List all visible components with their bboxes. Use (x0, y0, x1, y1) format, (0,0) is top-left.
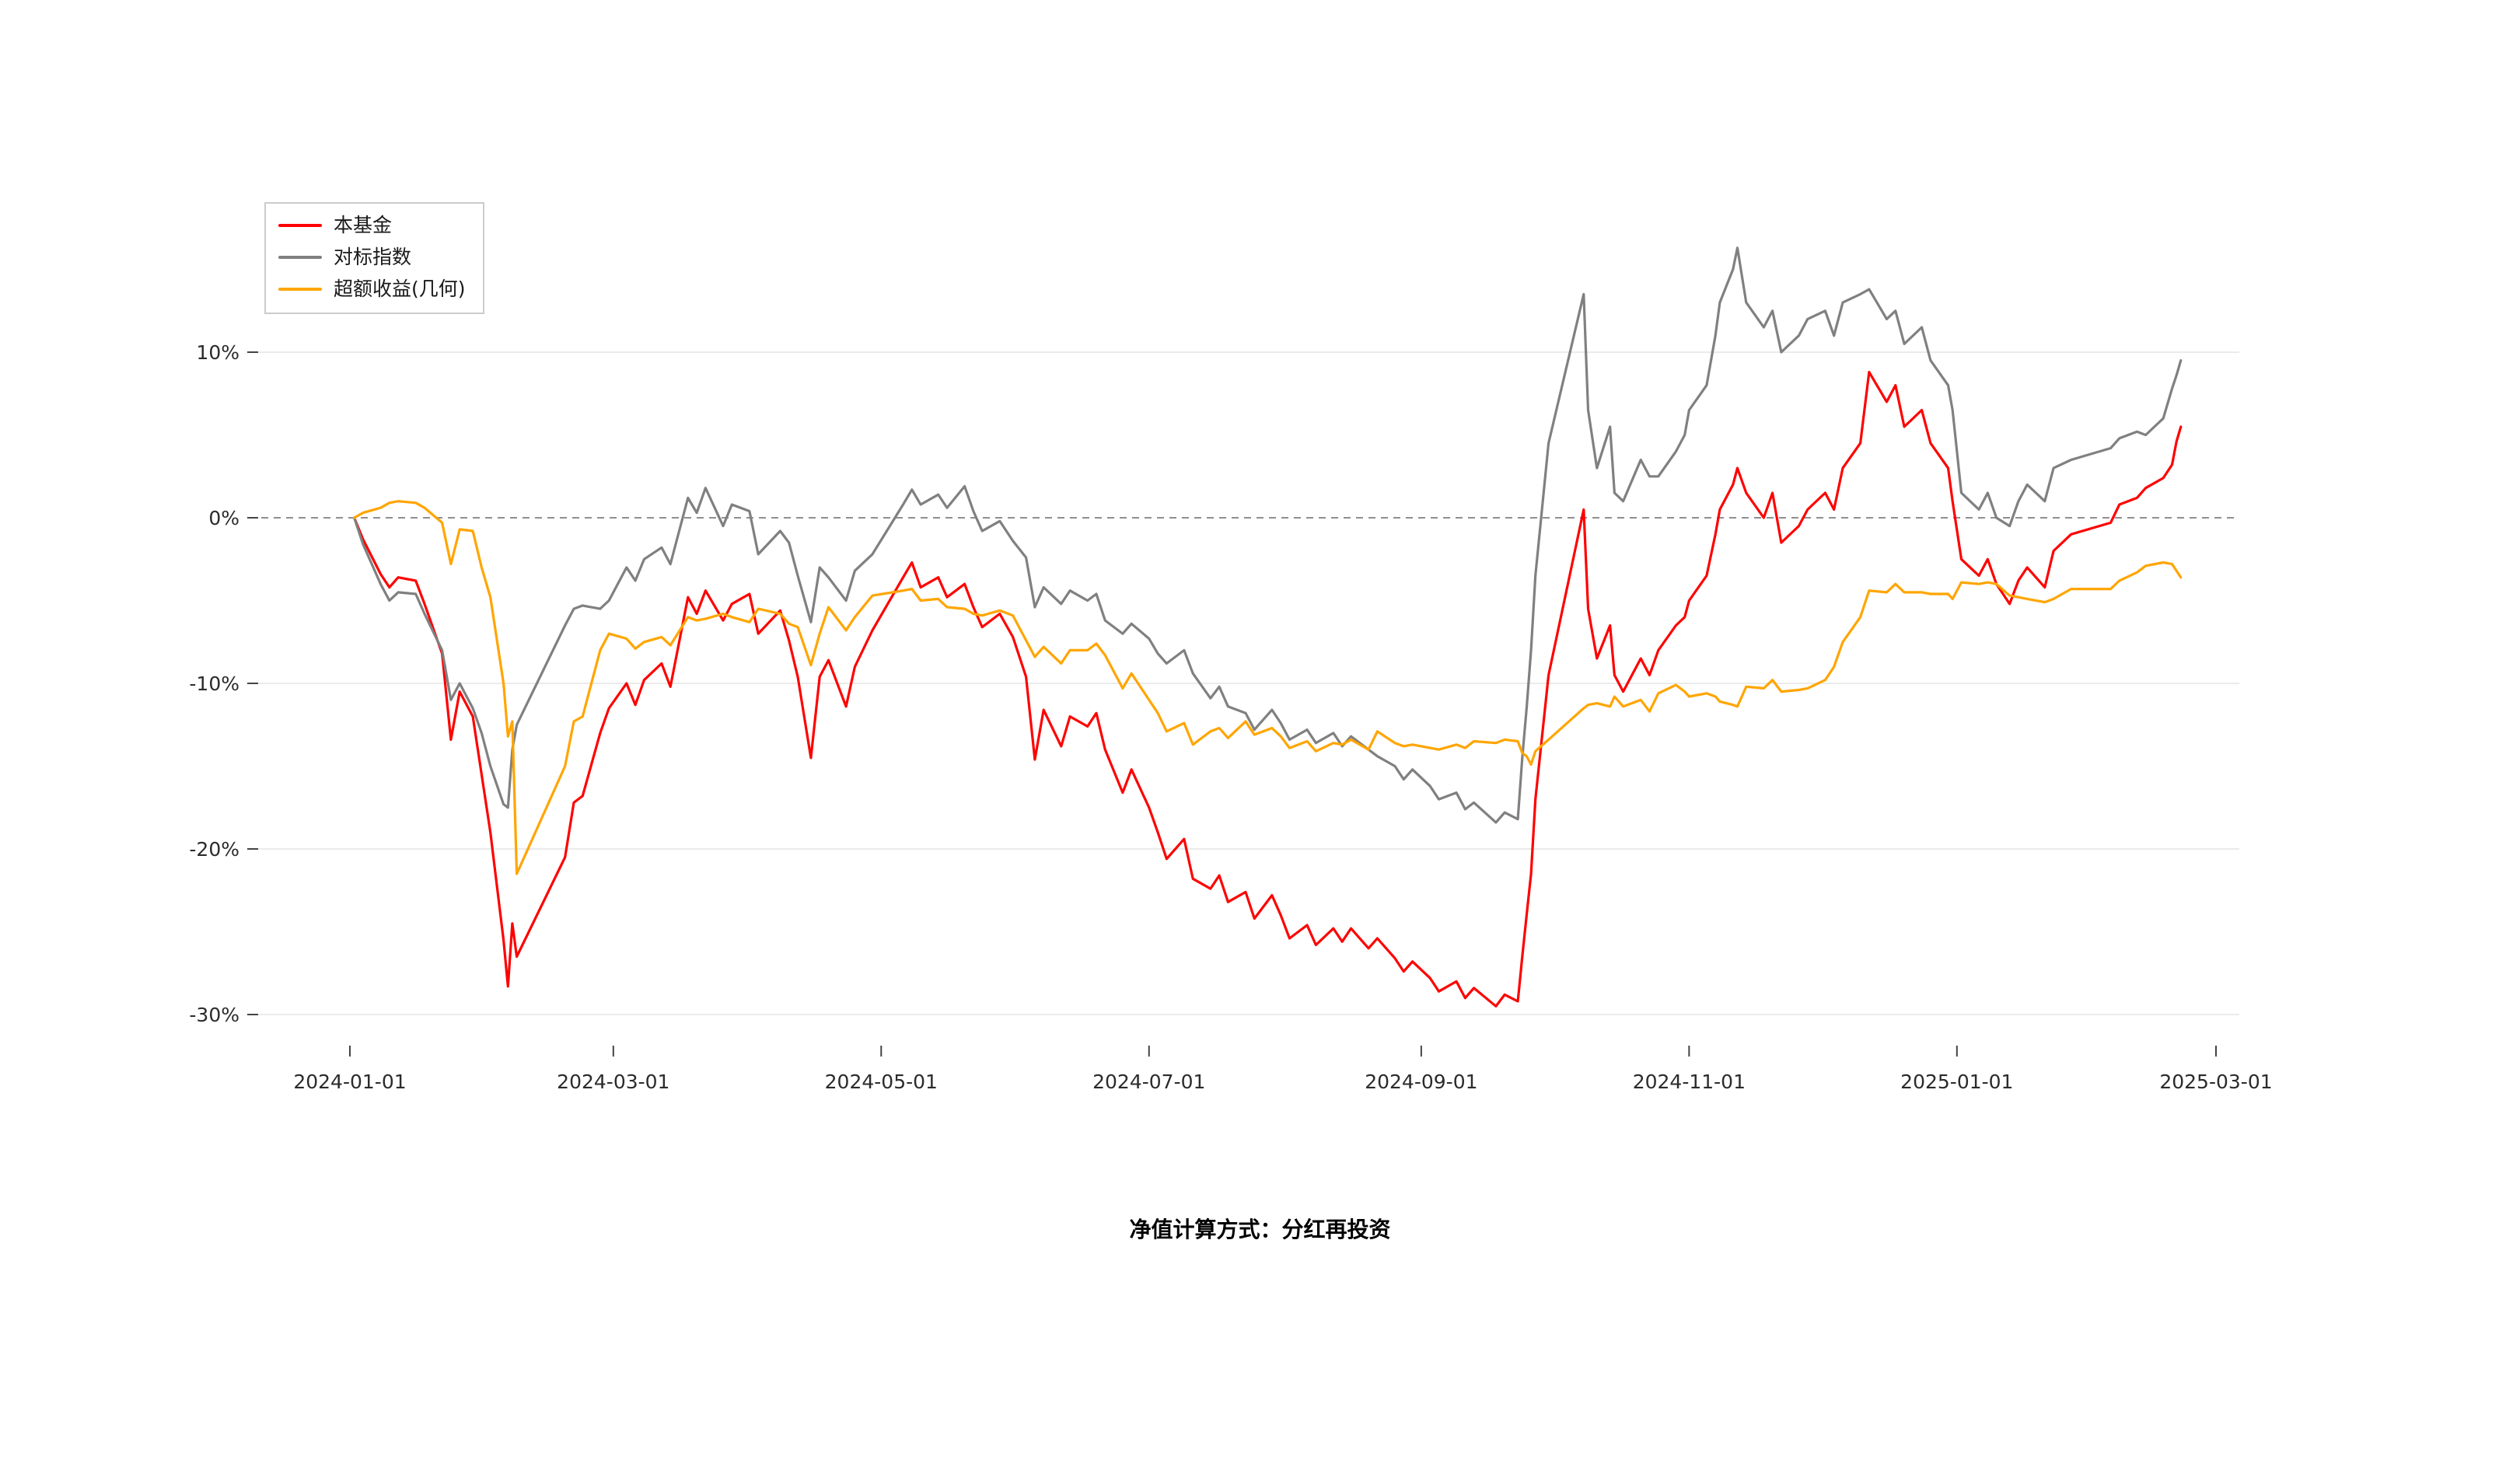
excess-return-line (353, 500, 2183, 875)
y-axis-tick-label: 0% (208, 507, 239, 529)
legend-item-excess-return: 超额收益(几何) (278, 277, 466, 302)
x-axis-tick-label: 2024-03-01 (557, 1071, 669, 1093)
benchmark-line-swatch (278, 256, 322, 259)
x-axis-tick-label: 2024-09-01 (1365, 1071, 1477, 1093)
x-axis-tick-label: 2024-01-01 (293, 1071, 406, 1093)
legend-item-benchmark: 对标指数 (278, 245, 466, 270)
x-axis-tick-label: 2025-01-01 (1900, 1071, 2013, 1093)
y-axis-tick-label: -30% (189, 1004, 239, 1026)
x-axis-tick-label: 2025-03-01 (2159, 1071, 2272, 1093)
legend-item-fund: 本基金 (278, 213, 466, 238)
excess-return-line-swatch (278, 288, 322, 291)
legend-label-benchmark: 对标指数 (334, 246, 412, 268)
y-axis-tick-label: 10% (196, 341, 239, 364)
legend-label-fund: 本基金 (334, 214, 393, 236)
y-axis-tick-label: -10% (189, 672, 239, 695)
fund-line (353, 371, 2183, 1008)
x-axis-tick-label: 2024-05-01 (825, 1071, 938, 1093)
y-axis-tick-label: -20% (189, 838, 239, 861)
nav-calculation-note: 净值计算方式：分红再投资 (1129, 1217, 1391, 1242)
chart-legend: 本基金 对标指数 超额收益(几何) (264, 202, 484, 314)
legend-label-excess-return: 超额收益(几何) (334, 278, 466, 300)
x-axis-tick-label: 2024-07-01 (1092, 1071, 1205, 1093)
fund-line-swatch (278, 224, 322, 227)
x-axis-tick-label: 2024-11-01 (1633, 1071, 1746, 1093)
benchmark-line (353, 246, 2183, 824)
